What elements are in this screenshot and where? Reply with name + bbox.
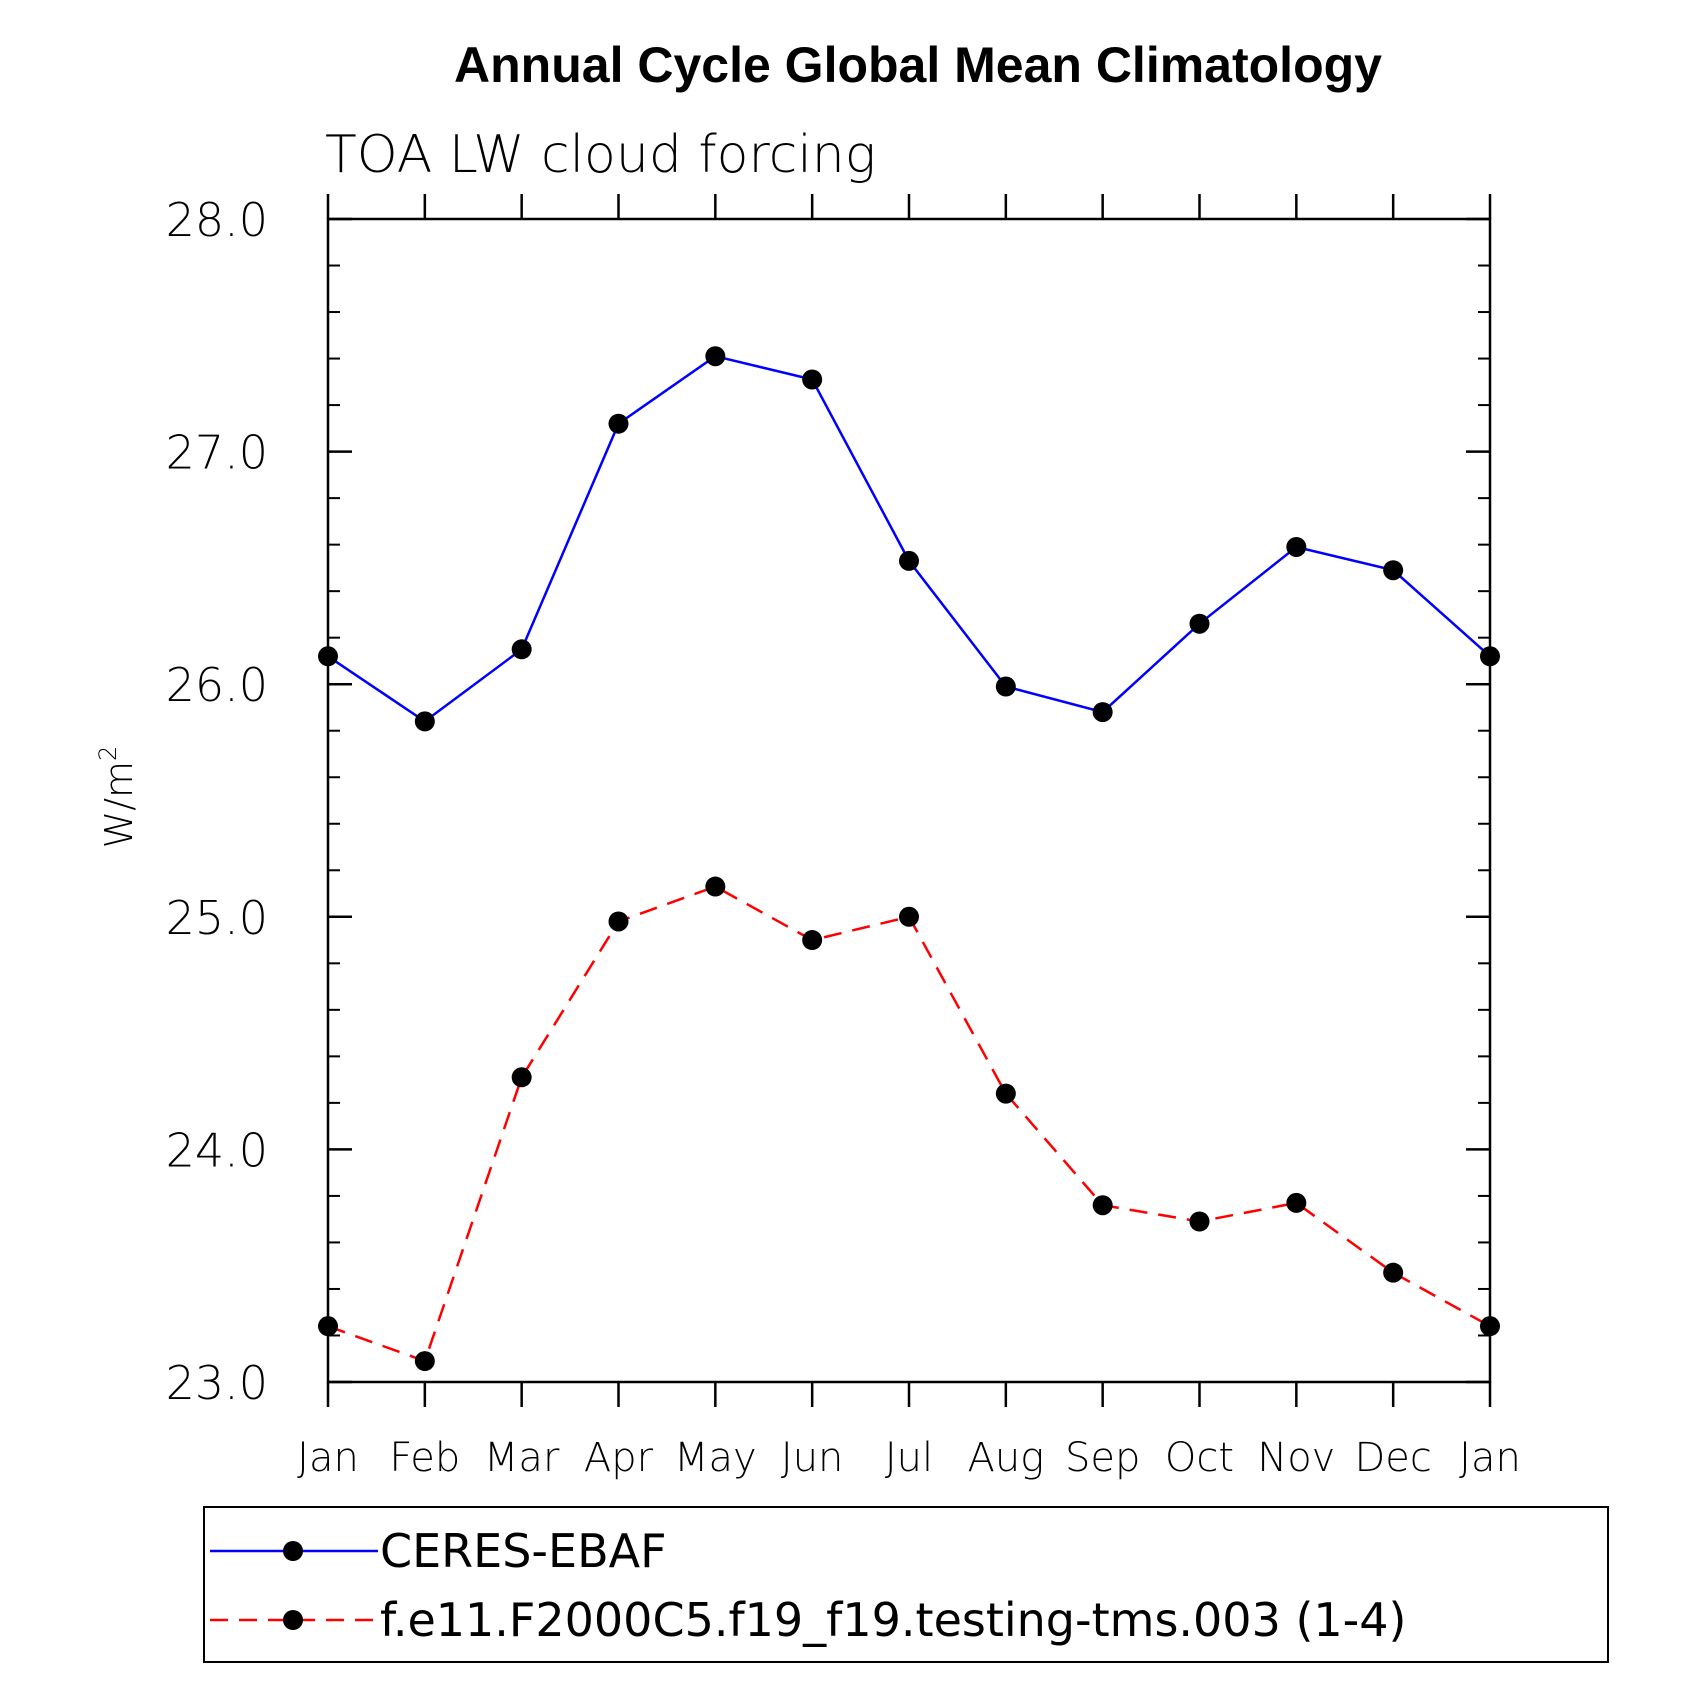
y-axis-label-text: W/m — [97, 761, 141, 848]
x-tick-label: Oct — [1165, 1435, 1234, 1481]
data-point-series-1 — [1189, 1211, 1210, 1232]
chart-title: Annual Cycle Global Mean Climatology — [454, 37, 1382, 93]
data-point-series-1 — [1383, 1262, 1404, 1283]
legend: CERES-EBAF f.e11.F2000C5.f19_f19.testing… — [203, 1506, 1609, 1663]
legend-marker-ceres — [283, 1541, 303, 1561]
x-tick-label: Jan — [297, 1435, 359, 1481]
data-point-series-0 — [1480, 646, 1500, 667]
data-point-series-1 — [899, 906, 919, 927]
x-tick-label: Sep — [1065, 1435, 1140, 1481]
data-point-series-1 — [318, 1316, 338, 1337]
y-axis-label-superscript: 2 — [94, 746, 122, 761]
data-point-series-0 — [1092, 702, 1113, 723]
x-tick-label: Jul — [885, 1435, 933, 1481]
data-point-series-1 — [608, 911, 629, 932]
y-tick-label: 26.0 — [166, 658, 268, 712]
x-tick-label: Aug — [967, 1435, 1044, 1481]
y-axis-label: W/m2 — [94, 746, 141, 849]
x-tick-label: Mar — [484, 1435, 560, 1481]
data-point-series-0 — [1286, 536, 1307, 557]
legend-label-model: f.e11.F2000C5.f19_f19.testing-tms.003 (1… — [380, 1593, 1407, 1647]
y-tick-label: 27.0 — [166, 426, 268, 480]
x-tick-label: Dec — [1354, 1435, 1431, 1481]
data-point-series-1 — [1286, 1192, 1307, 1213]
series-line-1 — [327, 885, 1491, 1363]
x-tick-label: Jan — [1459, 1435, 1521, 1481]
y-tick-label: 28.0 — [166, 193, 268, 247]
data-point-series-0 — [1189, 613, 1210, 634]
legend-box — [203, 1506, 1609, 1663]
data-point-series-0 — [705, 346, 726, 367]
plot-frame — [326, 217, 1492, 1384]
data-point-series-0 — [608, 413, 629, 434]
y-tick-label: 25.0 — [166, 891, 268, 945]
legend-label-ceres: CERES-EBAF — [380, 1524, 667, 1578]
data-point-series-0 — [899, 550, 919, 571]
data-point-series-1 — [1480, 1316, 1500, 1337]
x-tick-label: Jun — [781, 1435, 844, 1481]
chart-subtitle: TOA LW cloud forcing — [325, 125, 876, 185]
plot-area: 23.0 24.0 25.0 26.0 27.0 28.0 Jan Feb Mar Apr May J… — [166, 193, 1521, 1481]
data-point-series-0 — [414, 711, 435, 732]
data-point-series-1 — [414, 1351, 435, 1372]
data-point-series-1 — [511, 1067, 532, 1088]
x-tick-label: May — [674, 1435, 757, 1481]
data-point-series-1 — [995, 1083, 1016, 1104]
data-point-series-1 — [705, 876, 726, 897]
data-point-series-1 — [1092, 1195, 1113, 1216]
y-tick-label: 23.0 — [166, 1356, 268, 1410]
data-point-series-0 — [802, 369, 823, 390]
series-line-0 — [327, 354, 1491, 723]
x-tick-label: Feb — [389, 1435, 460, 1481]
legend-marker-model — [283, 1610, 303, 1630]
y-tick-label: 24.0 — [166, 1123, 268, 1177]
x-tick-label: Nov — [1257, 1435, 1335, 1481]
x-tick-label: Apr — [584, 1435, 654, 1481]
data-point-series-0 — [318, 646, 338, 667]
data-point-series-0 — [995, 676, 1016, 697]
data-point-series-1 — [802, 930, 823, 951]
data-point-series-0 — [1383, 560, 1404, 581]
data-point-series-0 — [511, 639, 532, 660]
